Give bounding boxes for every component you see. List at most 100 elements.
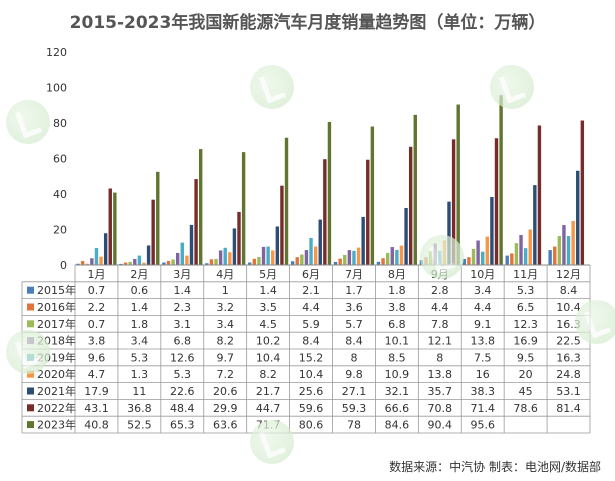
bar: [214, 258, 218, 265]
data-label: 53.1: [556, 385, 581, 398]
bar: [566, 236, 571, 265]
bar: [413, 114, 417, 265]
data-label: 38.3: [470, 385, 495, 398]
source-note: 数据来源：中汽协 制表：电池网/数据部: [389, 460, 601, 474]
bar: [185, 255, 189, 265]
watermark-logo: [575, 300, 615, 344]
data-label: 78.6: [513, 402, 538, 415]
bar: [90, 258, 94, 265]
bar: [151, 199, 155, 265]
x-tick-label: 12月: [556, 268, 581, 281]
bar: [290, 261, 295, 265]
bar: [519, 235, 523, 265]
bar: [271, 250, 275, 265]
data-label: 12.1: [428, 335, 453, 348]
watermark-logo: [420, 235, 464, 279]
bar: [198, 149, 203, 265]
data-label: 95.6: [470, 419, 495, 432]
data-label: 1.4: [131, 301, 149, 314]
y-tick-label: 60: [53, 153, 67, 166]
bar: [481, 251, 485, 265]
legend-label: 2022年: [37, 401, 76, 415]
bar: [533, 185, 537, 266]
data-label: 8.4: [560, 284, 578, 297]
bar: [275, 226, 280, 265]
data-label: 70.8: [428, 402, 453, 415]
data-label: 2.8: [431, 284, 449, 297]
x-tick-label: 10月: [470, 268, 495, 281]
data-label: 9.6: [88, 351, 106, 364]
bar: [356, 247, 361, 265]
bar: [295, 257, 299, 265]
legend-key: [27, 421, 34, 429]
data-label: 10.4: [256, 351, 281, 364]
bar: [146, 245, 151, 265]
bar: [300, 254, 304, 265]
bar: [209, 259, 214, 265]
data-label: 40.8: [84, 419, 109, 432]
bar: [284, 137, 289, 265]
bar: [399, 245, 404, 265]
data-label: 45: [519, 385, 533, 398]
data-label: 3.6: [345, 301, 363, 314]
bar: [494, 138, 499, 265]
legend-key: [27, 404, 34, 412]
bar: [194, 179, 198, 265]
bar: [85, 263, 89, 265]
bar: [467, 257, 471, 265]
data-label: 80.6: [299, 419, 324, 432]
watermark-logo: [250, 420, 294, 464]
y-tick-label: 100: [46, 82, 67, 95]
y-tick-label: 0: [60, 259, 67, 272]
bar: [128, 261, 132, 265]
bar: [175, 252, 180, 265]
data-label: 48.4: [170, 402, 195, 415]
legend-key: [27, 286, 34, 294]
bar: [553, 246, 557, 265]
data-label: 6.8: [174, 335, 192, 348]
bar: [528, 229, 532, 265]
bar: [232, 228, 237, 265]
chart-title: 2015-2023年我国新能源汽车月度销量趋势图（单位：万辆）: [69, 13, 546, 33]
bar: [142, 262, 146, 265]
data-label: 24.8: [556, 368, 581, 381]
bar: [476, 240, 480, 265]
bar: [447, 201, 451, 265]
bar: [261, 246, 266, 265]
bar: [562, 225, 566, 265]
x-tick-label: 3月: [173, 268, 191, 281]
data-label: 9.8: [345, 368, 363, 381]
bar: [223, 247, 227, 265]
bar: [352, 250, 356, 265]
x-tick-label: 11月: [513, 268, 538, 281]
data-label: 5.3: [131, 351, 149, 364]
data-label: 8.4: [302, 335, 320, 348]
data-label: 0.7: [88, 284, 106, 297]
bar: [123, 262, 128, 265]
bar: [471, 248, 476, 265]
data-label: 27.1: [342, 385, 367, 398]
watermark-logo: [6, 100, 50, 144]
bar: [499, 95, 503, 265]
data-label: 4.7: [88, 368, 106, 381]
data-label: 10.9: [385, 368, 410, 381]
bar: [76, 263, 80, 265]
data-label: 32.1: [385, 385, 410, 398]
legend-label: 2023年: [37, 418, 76, 432]
data-label: 1.8: [388, 284, 406, 297]
data-label: 10.1: [385, 335, 410, 348]
data-label: 2.1: [302, 284, 320, 297]
bar: [313, 246, 318, 265]
data-label: 17.9: [84, 385, 109, 398]
data-label: 3.5: [259, 301, 277, 314]
data-label: 9.7: [216, 351, 234, 364]
bar: [189, 224, 194, 265]
bar: [333, 261, 338, 265]
data-label: 59.6: [299, 402, 324, 415]
bar: [381, 258, 385, 265]
data-label: 2.3: [174, 301, 192, 314]
bar: [548, 250, 552, 265]
data-label: 20: [519, 368, 533, 381]
x-tick-label: 4月: [216, 268, 234, 281]
bar: [451, 139, 456, 265]
